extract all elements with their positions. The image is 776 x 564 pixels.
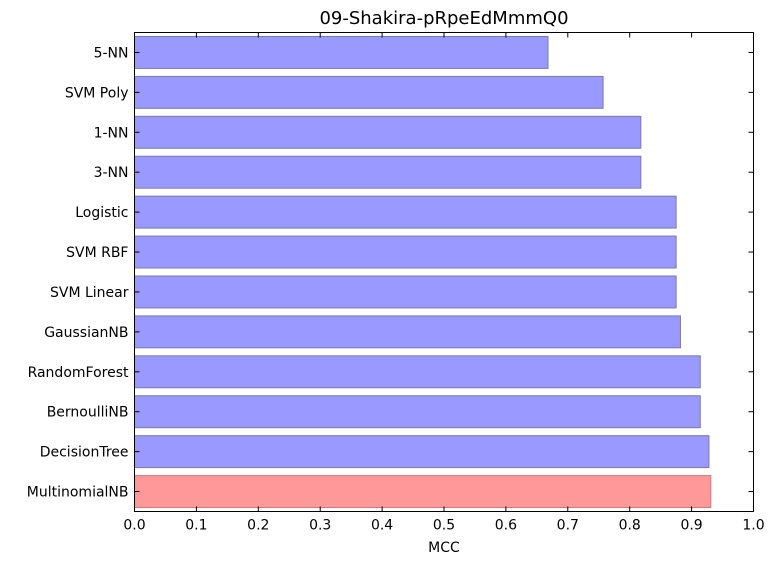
bar-logistic [134, 195, 677, 229]
x-tick-label: 0.0 [123, 518, 145, 534]
x-tick-label: 0.1 [185, 518, 207, 534]
y-tick-label: MultinomialNB [27, 485, 129, 501]
y-tick-label: Logistic [75, 205, 128, 221]
y-tick-label: BernoulliNB [47, 405, 129, 421]
y-tick-labels: 5-NN SVM Poly 1-NN 3-NN Logistic SVM RBF SVM L… [27, 45, 129, 500]
x-tick-label: 0.6 [495, 518, 517, 534]
y-tick-label: DecisionTree [40, 445, 129, 461]
y-tick-label: GaussianNB [44, 325, 128, 341]
x-tick-label: 0.9 [680, 518, 702, 534]
bar-randomforest [134, 355, 701, 389]
bar-svm-rbf [134, 235, 677, 269]
bar-multinomialnb [134, 475, 712, 509]
y-tick-label: SVM RBF [66, 245, 128, 261]
bars-group [134, 35, 712, 509]
x-tick-label: 0.3 [309, 518, 331, 534]
y-tick-label: RandomForest [28, 365, 129, 381]
bar-svm-poly [134, 75, 604, 109]
bar-decisiontree [134, 435, 710, 469]
y-tick-label: SVM Linear [50, 285, 129, 301]
x-axis-label: MCC [428, 540, 460, 556]
x-tick-labels: 0.0 0.1 0.2 0.3 0.4 0.5 0.6 0.7 0.8 0.9 1.0 [123, 518, 764, 534]
x-tick-label: 0.8 [619, 518, 641, 534]
y-tick-label: 1-NN [94, 125, 129, 141]
x-tick-label: 0.5 [433, 518, 455, 534]
x-tick-label: 0.2 [247, 518, 269, 534]
plot-frame [134, 32, 754, 512]
bar-svm-linear [134, 275, 677, 309]
bar-3-nn [134, 155, 642, 189]
x-tick-label: 0.7 [557, 518, 579, 534]
y-tick-label: 3-NN [94, 165, 129, 181]
x-tick-label: 0.4 [371, 518, 393, 534]
bar-5-nn [134, 35, 549, 69]
y-tick-label: 5-NN [94, 45, 129, 61]
x-tick-label: 1.0 [742, 518, 764, 534]
bar-bernoullinb [134, 395, 701, 429]
y-tick-label: SVM Poly [65, 85, 129, 101]
bar-1-nn [134, 115, 642, 149]
bar-gaussiannb [134, 315, 681, 349]
chart-title: 09-Shakira-pRpeEdMmmQ0 [319, 8, 568, 29]
